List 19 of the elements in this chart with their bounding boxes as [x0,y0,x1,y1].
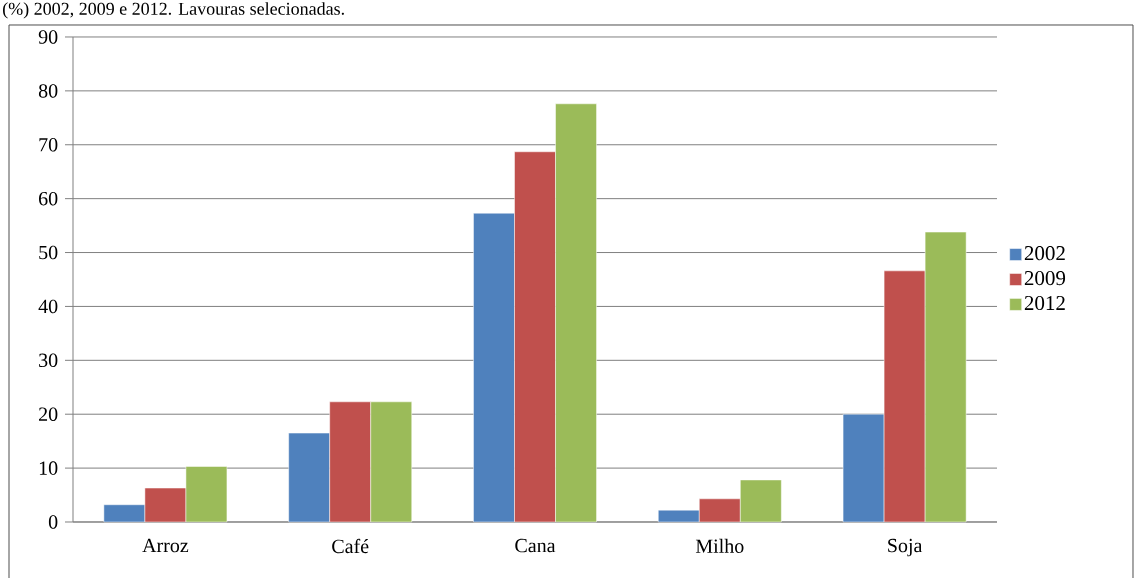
legend-label: 2009 [1024,271,1066,286]
y-tick-label: 90 [38,30,58,44]
x-tick-label: Milho [695,538,744,553]
y-tick-label: 10 [39,461,58,475]
y-tick-label: 0 [48,515,58,529]
y-tick-label: 70 [39,138,58,152]
legend-label: 2002 [1024,246,1065,261]
legend-label: 2012 [1024,295,1065,311]
y-tick-label: 80 [38,84,58,98]
chart-title: (%) 2002, 2009 e 2012. Lavouras selecionadas. [3,2,344,19]
y-tick-label: 50 [39,245,58,260]
x-tick-label: Café [332,538,369,554]
y-tick-label: 30 [39,353,58,368]
y-tick-label: 40 [38,299,58,314]
x-tick-label: Soja [888,538,923,557]
x-tick-label: Cana [515,538,556,553]
y-tick-label: 20 [39,407,58,421]
y-tick-label: 60 [39,191,58,206]
x-tick-label: Arroz [142,538,189,553]
